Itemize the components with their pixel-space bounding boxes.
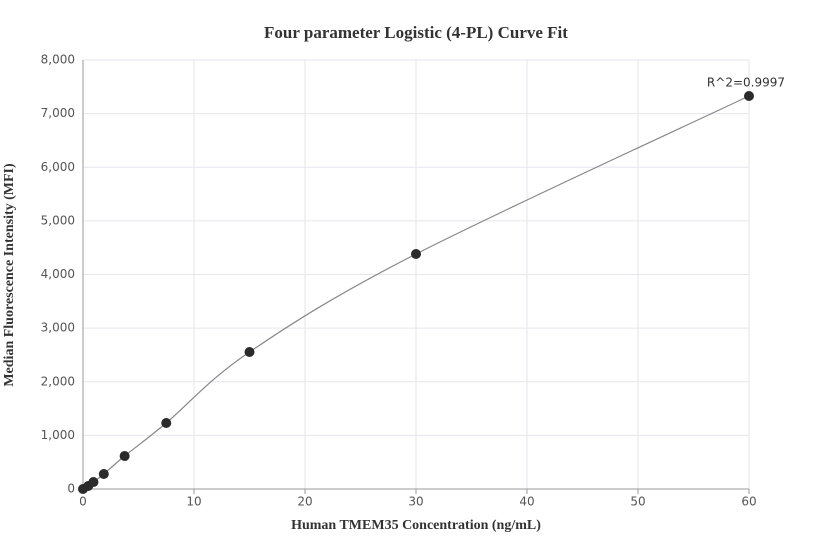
- x-tick-label: 50: [630, 495, 645, 509]
- data-point: [411, 249, 421, 260]
- x-tick-label: 60: [741, 495, 756, 509]
- data-point: [244, 346, 255, 357]
- chart-title: Four parameter Logistic (4-PL) Curve Fit: [264, 23, 568, 42]
- x-tick-label: 20: [297, 495, 312, 509]
- y-tick-label: 1,000: [41, 428, 75, 442]
- x-tick-label: 40: [519, 495, 534, 509]
- y-tick-label: 7,000: [41, 106, 75, 120]
- x-tick-label: 10: [186, 495, 201, 509]
- data-point: [98, 468, 109, 479]
- y-tick-label: 8,000: [41, 53, 75, 67]
- y-tick-label: 6,000: [41, 160, 75, 174]
- x-tick-label: 30: [408, 495, 423, 509]
- data-point: [161, 417, 172, 428]
- data-point: [119, 451, 130, 462]
- y-tick-label: 4,000: [41, 267, 75, 281]
- y-tick-label: 5,000: [41, 213, 75, 227]
- data-point: [88, 477, 99, 488]
- data-point: [744, 90, 754, 101]
- x-tick-label: 0: [79, 495, 87, 509]
- y-tick-label: 3,000: [41, 321, 75, 335]
- annotation: R^2=0.9997: [707, 75, 785, 89]
- y-axis-title: Median Fluorescence Intensity (MFI): [2, 163, 17, 387]
- y-tick-label: 2,000: [41, 374, 75, 388]
- y-tick-label: 0: [67, 482, 75, 496]
- x-axis-title: Human TMEM35 Concentration (ng/mL): [291, 518, 541, 533]
